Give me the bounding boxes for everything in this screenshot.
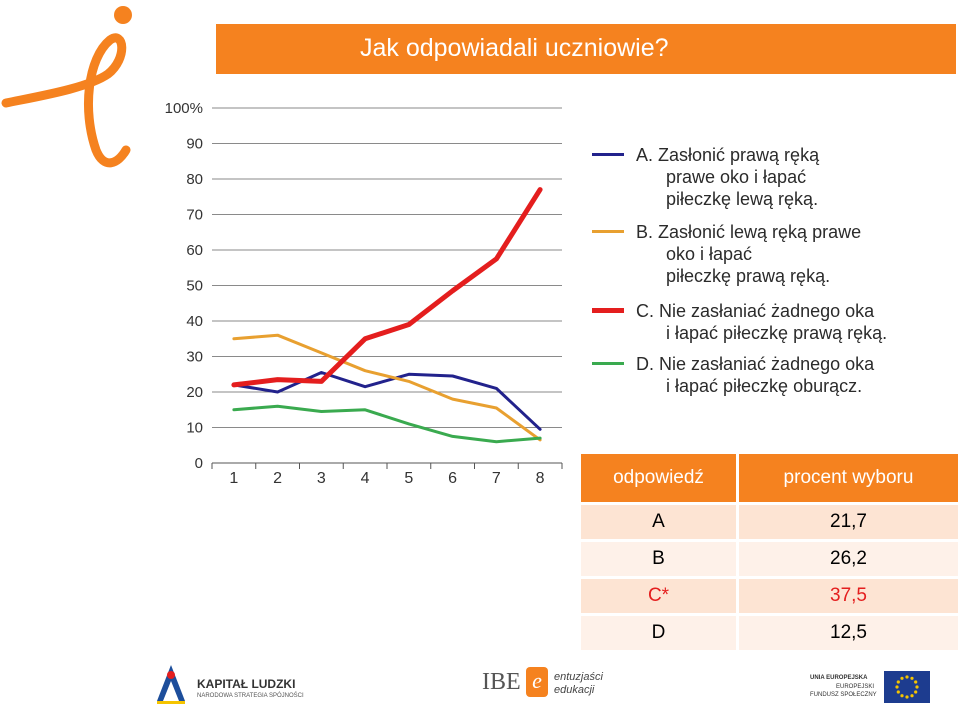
page-title: Jak odpowiadali uczniowie? [360,34,669,62]
y-tick-label: 0 [195,455,203,472]
series-line-b [232,333,542,442]
x-tick-label: 4 [361,470,370,487]
legend-a-line1: A. Zasłonić prawą ręką [636,145,820,165]
x-tick-label: 3 [317,470,326,487]
y-tick-label: 100% [165,100,203,117]
percent-cell: 26,2 [737,540,958,579]
header-percent: procent wyboru [737,454,958,505]
ibe-tagline-1: entuzjaści [554,671,603,683]
legend-b-line2: oko i łapać [666,244,753,264]
x-tick-label: 6 [448,470,457,487]
line-chart: 0 10 20 30 40 50 60 70 80 90 100% 1 2 3 4 5 6 7 8 [165,100,563,487]
y-tick-label: 20 [186,384,203,401]
legend-d-line2: i łapać piłeczkę oburącz. [666,376,863,396]
legend-swatch-d [592,362,624,365]
table-header-row: odpowiedź procent wyboru [581,454,958,505]
series-line-c [231,187,543,388]
answer-cell: C* [581,577,739,616]
ibe-ribbon-icon: e [526,667,548,697]
eu-line-2: EUROPEJSKI [836,684,875,690]
legend-d-line1: D. Nie zasłaniać żadnego oka [636,354,875,374]
kapital-ludzki-icon [157,665,185,704]
table-row: D 12,5 [581,614,958,653]
ibe-wordmark: IBE [482,669,521,695]
y-tick-label: 50 [186,278,203,295]
ibe-logo: IBE e entuzjaści edukacji [482,655,622,710]
legend-swatch-b [592,230,624,233]
legend-a-line3: piłeczkę lewą ręką. [666,189,819,209]
ibe-ribbon-logo [1,6,132,168]
y-tick-label: 90 [186,136,203,153]
legend-b-line1: B. Zasłonić lewą ręką prawe [636,222,862,242]
y-tick-label: 40 [186,313,203,330]
eu-star [895,685,899,689]
eu-star [896,690,900,694]
x-tick-label: 5 [404,470,413,487]
eu-star [900,676,904,680]
y-tick-label: 70 [186,207,203,224]
eu-star [910,694,914,698]
y-tick-label: 10 [186,420,203,437]
eu-logo: UNIA EUROPEJSKA EUROPEJSKI FUNDUSZ SPOŁE… [790,655,930,710]
eu-flag-icon [884,671,930,703]
series-line-a [232,371,542,431]
header-answer: odpowiedź [581,454,739,505]
x-tick-label: 7 [492,470,501,487]
footer: KAPITAŁ LUDZKI NARODOWA STRATEGIA SPÓJNO… [0,655,960,715]
eu-star [915,685,919,689]
legend-swatch-c [592,308,624,313]
eu-line-3: FUNDUSZ SPOŁECZNY [810,692,877,698]
legend-c-line1: C. Nie zasłaniać żadnego oka [636,301,875,321]
answer-cell: D [581,614,739,653]
eu-star [900,694,904,698]
percent-cell: 21,7 [737,503,958,542]
ibe-tagline-2: edukacji [554,684,595,696]
y-tick-label: 60 [186,242,203,259]
eu-star [905,695,909,699]
table-row: A 21,7 [581,503,958,542]
y-tick-label: 80 [186,171,203,188]
legend-b-line3: piłeczkę prawą ręką. [666,266,831,286]
legend-c-line2: i łapać piłeczkę prawą ręką. [666,323,888,343]
legend-a-line2: prawe oko i łapać [666,167,807,187]
eu-star [896,680,900,684]
eu-star [914,680,918,684]
y-tick-label: 30 [186,349,203,366]
chart-legend: A. Zasłonić prawą ręką prawe oko i łapać… [592,145,888,396]
percent-cell: 12,5 [737,614,958,653]
title-bar [216,24,956,74]
table-row: B 26,2 [581,540,958,579]
table-row: C* 37,5 [581,577,958,616]
kapital-ludzki-logo: KAPITAŁ LUDZKI NARODOWA STRATEGIA SPÓJNO… [155,655,315,710]
x-tick-label: 2 [273,470,282,487]
x-tick-label: 1 [229,470,238,487]
eu-star [914,690,918,694]
answers-table: odpowiedź procent wyboru A 21,7 B 26,2 C… [581,454,958,653]
answer-cell: A [581,503,739,542]
eu-line-1: UNIA EUROPEJSKA [810,675,868,681]
legend-swatch-a [592,153,624,156]
series-line-d [232,404,542,444]
eu-star [905,675,909,679]
answer-cell: B [581,540,739,579]
x-tick-label: 8 [536,470,545,487]
kapital-ludzki-title: KAPITAŁ LUDZKI [197,677,296,691]
kapital-ludzki-subtitle: NARODOWA STRATEGIA SPÓJNOŚCI [197,693,304,699]
percent-cell: 37,5 [737,577,958,616]
eu-star [910,676,914,680]
